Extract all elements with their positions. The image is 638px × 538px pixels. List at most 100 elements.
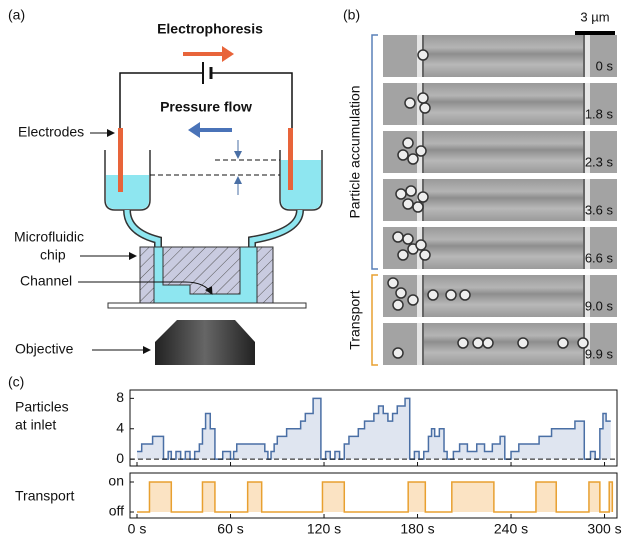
tube (249, 209, 303, 255)
particle (402, 137, 414, 149)
time-label: 6.6 s (585, 250, 614, 265)
y-axis-label: at inlet (15, 417, 56, 433)
line (137, 397, 611, 460)
y-tick-label: 8 (116, 389, 124, 405)
x-tick-label: 240 s (494, 521, 528, 537)
edge (583, 83, 585, 125)
edge (417, 83, 422, 125)
edge (583, 179, 585, 221)
particle (392, 231, 404, 243)
x-tick-label: 60 s (217, 521, 243, 537)
edge (583, 35, 585, 77)
x-tick-label: 300 s (587, 521, 621, 537)
arrow (188, 122, 232, 138)
particle (415, 239, 427, 251)
particle (419, 249, 431, 261)
channel-image (423, 227, 585, 269)
edge (417, 275, 422, 317)
edge (585, 227, 590, 269)
particle (517, 337, 529, 349)
particle (419, 102, 431, 114)
time-label: 0 s (596, 58, 614, 73)
y-tick-label: 0 (116, 450, 124, 466)
particle (397, 149, 409, 161)
y-tick-label: off (109, 503, 124, 519)
label: Electrodes (18, 124, 84, 140)
objective (155, 320, 255, 365)
x-tick-label: 180 s (400, 521, 434, 537)
group-label: Particle accumulation (347, 85, 363, 218)
label: Electrophoresis (157, 21, 263, 37)
wire (119, 72, 293, 128)
edge (583, 227, 585, 269)
particle (445, 289, 457, 301)
particle (407, 294, 419, 306)
panel-a: (a) Electrophoresis Pressure flow Electr… (8, 7, 323, 365)
edge (583, 131, 585, 173)
particle (482, 337, 494, 349)
particle (417, 92, 429, 104)
particle (392, 347, 404, 359)
time-label: 9.9 s (585, 346, 614, 361)
y-axis-label: Particles (15, 399, 69, 415)
particle (417, 191, 429, 203)
time-label: 3.6 s (585, 202, 614, 217)
liquid (281, 160, 321, 209)
bracket (371, 274, 378, 366)
particle (407, 153, 419, 165)
particle (557, 337, 569, 349)
x-tick-label: 0 s (128, 521, 147, 537)
electrode (118, 128, 123, 192)
label: Microfluidic (14, 229, 84, 245)
edge (585, 35, 590, 77)
plot-frame (129, 389, 618, 467)
label: Objective (15, 341, 74, 357)
time-label: 9.0 s (585, 298, 614, 313)
particle (412, 201, 424, 213)
particle (457, 337, 469, 349)
edge (583, 275, 585, 317)
particle (387, 277, 399, 289)
y-tick-label: on (108, 473, 124, 489)
panel-label: (a) (8, 7, 25, 23)
channel-image (423, 179, 585, 221)
channel-image (423, 83, 585, 125)
particle (395, 287, 407, 299)
y-axis-label: Transport (15, 488, 75, 504)
particle (395, 188, 407, 200)
particle (402, 198, 414, 210)
x-tick-label: 120 s (307, 521, 341, 537)
particle (415, 145, 427, 157)
particle (459, 289, 471, 301)
edge (585, 275, 590, 317)
particle (402, 233, 414, 245)
particle (404, 97, 416, 109)
edge (585, 131, 590, 173)
particle (405, 185, 417, 197)
panel-label: (b) (343, 7, 360, 23)
time-label: 2.3 s (585, 154, 614, 169)
particle (417, 49, 429, 61)
channel-image (423, 35, 585, 77)
arrow (78, 281, 213, 295)
particle (427, 289, 439, 301)
area (137, 398, 611, 460)
particle (392, 299, 404, 311)
electrode (288, 128, 293, 190)
particle (472, 337, 484, 349)
time-label: 1.8 s (585, 106, 614, 121)
slide (107, 302, 307, 309)
group-label: Transport (347, 290, 363, 350)
particle (397, 249, 409, 261)
arrow (183, 46, 234, 62)
label: chip (40, 247, 66, 263)
edge (422, 275, 424, 317)
edge (417, 323, 422, 365)
y-tick-label: 4 (116, 419, 124, 435)
scale-label: 3 µm (580, 9, 609, 24)
plot-frame (129, 472, 618, 519)
liquid (106, 175, 149, 209)
label: Channel (20, 273, 72, 289)
label: Pressure flow (160, 99, 252, 115)
